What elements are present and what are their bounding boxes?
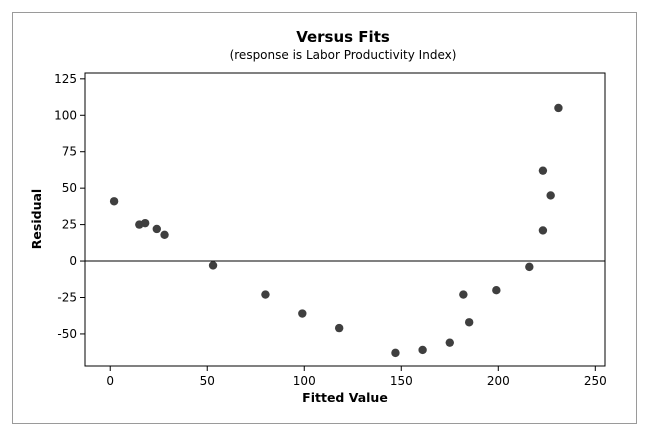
data-point	[334, 323, 344, 333]
data-point	[459, 290, 468, 299]
y-axis-title: Residual	[29, 189, 44, 249]
y-tick-label: -25	[57, 290, 77, 304]
data-point	[208, 261, 218, 270]
data-point	[140, 218, 150, 228]
x-axis-title: Fitted Value	[302, 390, 388, 405]
y-tick-label: -50	[57, 327, 77, 341]
data-point	[152, 224, 161, 234]
data-point	[418, 345, 427, 355]
chart-frame	[12, 12, 637, 424]
data-point	[445, 338, 454, 347]
data-point	[546, 191, 555, 200]
y-tick-label: 100	[54, 108, 77, 122]
y-tick-label: 0	[69, 254, 77, 268]
data-point	[464, 318, 474, 327]
x-tick-label: 250	[584, 374, 607, 388]
data-point	[538, 166, 548, 175]
data-point	[298, 309, 307, 318]
data-point	[109, 197, 119, 206]
y-tick-label: 75	[62, 145, 77, 159]
data-points	[109, 103, 563, 358]
x-tick-label: 150	[390, 374, 413, 388]
x-tick-label: 50	[200, 374, 215, 388]
y-axis: -50 -25 0 25 50 75 100 125	[54, 72, 85, 341]
data-point	[160, 230, 169, 240]
plot-area	[84, 72, 606, 367]
y-tick-label: 25	[62, 218, 77, 232]
data-point	[554, 103, 563, 113]
x-axis: 0 50 100 150 200 250	[106, 366, 607, 388]
chart-title: Versus Fits	[296, 28, 390, 46]
data-point	[261, 290, 270, 299]
x-tick-label: 0	[106, 374, 114, 388]
data-point	[538, 226, 548, 235]
data-point	[492, 285, 501, 295]
y-tick-label: 125	[54, 72, 77, 86]
data-point	[525, 262, 534, 272]
y-tick-label: 50	[62, 181, 77, 195]
x-tick-label: 100	[293, 374, 316, 388]
data-point	[391, 348, 400, 358]
x-tick-label: 200	[487, 374, 510, 388]
chart-subtitle: (response is Labor Productivity Index)	[230, 48, 457, 62]
